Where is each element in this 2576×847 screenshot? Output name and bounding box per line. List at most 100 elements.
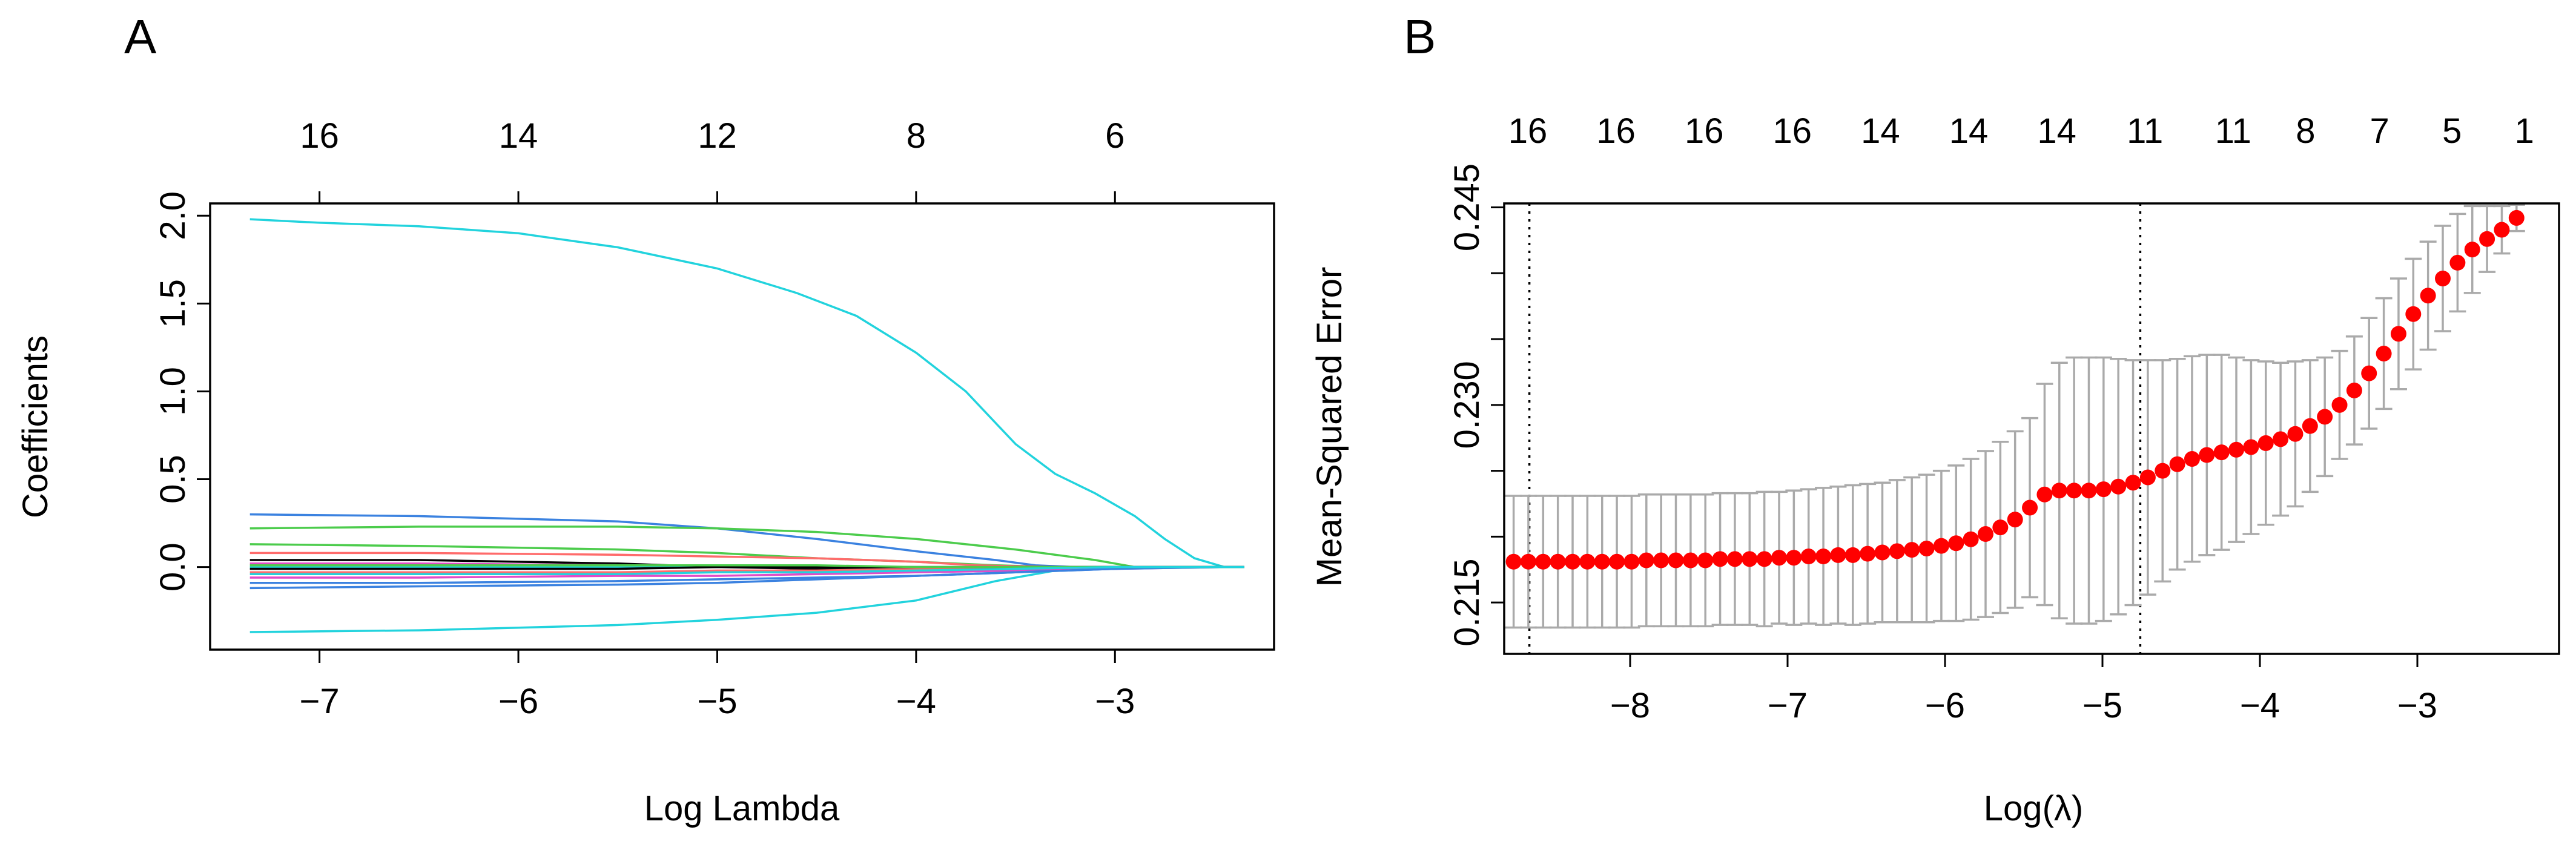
mse-point	[1623, 553, 1640, 570]
mse-point	[2302, 418, 2318, 434]
mse-point	[2095, 481, 2112, 498]
mse-point	[2361, 365, 2377, 381]
panel-a-x-axis: −7 −6 −5 −4 −3	[300, 648, 1135, 721]
mse-point	[2199, 447, 2215, 463]
panel-a-label: A	[124, 10, 157, 64]
top-tick-label: 11	[2127, 111, 2163, 151]
mse-point	[2420, 288, 2436, 304]
top-tick-label: 12	[698, 116, 737, 156]
top-tick-label: 14	[2037, 111, 2076, 151]
mse-point	[1594, 553, 1610, 570]
lambda-reference-lines	[1528, 203, 2142, 654]
mse-point	[2066, 483, 2082, 499]
mse-point	[2479, 231, 2495, 247]
mse-point	[1653, 552, 1669, 569]
mse-point	[2390, 326, 2406, 342]
mse-point	[2125, 475, 2141, 491]
top-tick-label: 16	[300, 116, 339, 156]
mse-point	[1550, 553, 1566, 570]
mse-point	[2169, 456, 2185, 472]
mse-point	[2508, 209, 2525, 226]
mse-point	[1918, 540, 1935, 556]
x-tick-label: −5	[2082, 686, 2122, 725]
x-tick-label: −3	[2397, 686, 2437, 725]
mse-point	[1579, 553, 1596, 570]
y-tick-label: 1.0	[153, 367, 193, 416]
mse-point	[1830, 547, 1846, 563]
x-tick-label: −8	[1610, 686, 1650, 725]
mse-point	[2435, 271, 2451, 286]
y-tick-label: 0.230	[1447, 361, 1487, 449]
panel-a-x-axis-label: Log Lambda	[644, 789, 840, 828]
mse-point	[2110, 478, 2127, 495]
y-tick-label: 2.0	[153, 191, 193, 240]
mse-point	[1756, 551, 1772, 567]
mse-point	[2051, 483, 2067, 499]
mse-points	[1505, 209, 2525, 570]
mse-point	[2346, 382, 2362, 398]
mse-point	[1742, 551, 1758, 567]
top-tick-label: 1	[2515, 111, 2534, 151]
mse-point	[1786, 550, 1802, 566]
panel-b-x-axis: −8 −7 −6 −5 −4 −3	[1610, 653, 2437, 725]
mse-point	[1535, 553, 1551, 570]
panel-b-x-axis-label: Log(λ)	[1984, 789, 2083, 828]
mse-point	[2184, 451, 2200, 467]
mse-point	[1520, 553, 1536, 570]
mse-point	[2494, 222, 2510, 238]
mse-point	[1726, 551, 1743, 567]
top-tick-label: 11	[2215, 111, 2251, 151]
x-tick-label: −4	[896, 682, 936, 721]
top-tick-label: 16	[1685, 111, 1724, 151]
top-tick-label: 8	[907, 116, 926, 156]
y-tick-label: 0.5	[153, 455, 193, 504]
mse-point	[2155, 463, 2171, 479]
panel-a: A −7 −6 −5 −4 −3 0.0 0.5 1.0 1.5 2.0 16 14 12 8 6 Lo…	[16, 10, 1275, 828]
top-tick-label: 8	[2296, 111, 2315, 151]
panel-b-y-axis: 0.215 0.230 0.245	[1447, 163, 1505, 647]
panel-a-y-axis-label: Coefficients	[16, 335, 55, 518]
top-tick-label: 14	[499, 116, 538, 156]
y-tick-label: 0.245	[1447, 163, 1487, 251]
mse-point	[1977, 526, 1993, 542]
coefficient-paths	[249, 218, 1244, 633]
mse-point	[1638, 552, 1654, 569]
mse-point	[2139, 469, 2156, 486]
x-tick-label: −7	[1768, 686, 1808, 725]
y-tick-label: 0.215	[1447, 559, 1487, 647]
top-tick-label: 16	[1508, 111, 1548, 151]
mse-point	[2257, 435, 2274, 451]
mse-point	[1815, 549, 1832, 565]
panel-a-top-axis: 16 14 12 8 6	[300, 116, 1125, 203]
mse-point	[2243, 439, 2259, 455]
mse-point	[2464, 242, 2480, 258]
top-tick-label: 6	[1105, 116, 1125, 156]
mse-point	[2317, 409, 2333, 425]
mse-point	[1992, 519, 2009, 536]
mse-point	[1933, 538, 1949, 554]
mse-point	[1682, 552, 1699, 569]
mse-point	[1889, 543, 1905, 559]
x-tick-label: −6	[1925, 686, 1965, 725]
top-tick-label: 16	[1773, 111, 1812, 151]
y-tick-label: 0.0	[153, 542, 193, 592]
panel-b-plot-box	[1503, 202, 2560, 655]
mse-point	[1874, 544, 1891, 561]
mse-point	[1668, 552, 1684, 569]
mse-point	[1904, 542, 1920, 558]
mse-point	[1712, 551, 1728, 567]
x-tick-label: −4	[2240, 686, 2280, 725]
mse-point	[2081, 483, 2097, 499]
mse-point	[2449, 254, 2466, 271]
mse-point	[2213, 444, 2230, 461]
mse-point	[1565, 553, 1581, 570]
panel-b-label: B	[1404, 10, 1436, 64]
top-tick-label: 14	[1861, 111, 1900, 151]
mse-point	[2331, 397, 2348, 413]
mse-point	[2376, 346, 2392, 361]
mse-point	[2007, 512, 2023, 528]
mse-point	[2273, 431, 2289, 447]
top-tick-label: 14	[1949, 111, 1989, 151]
mse-point	[1697, 552, 1714, 569]
